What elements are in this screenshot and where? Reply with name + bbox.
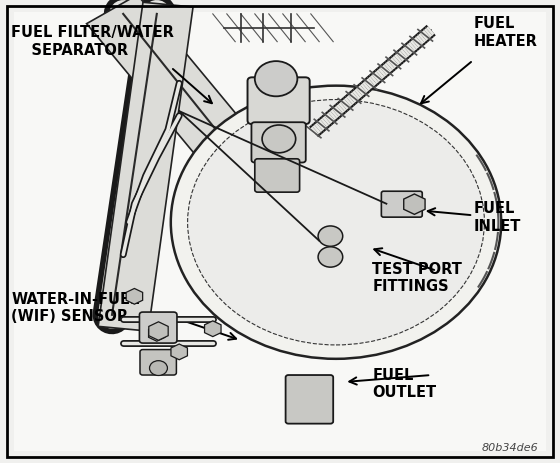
Polygon shape [98, 2, 193, 331]
Circle shape [255, 61, 297, 96]
Text: FUEL FILTER/WATER
    SEPARATOR: FUEL FILTER/WATER SEPARATOR [11, 25, 174, 58]
FancyBboxPatch shape [248, 77, 310, 124]
FancyBboxPatch shape [139, 312, 177, 343]
Text: WATER-IN-FUEL
(WIF) SENSOR: WATER-IN-FUEL (WIF) SENSOR [11, 292, 139, 324]
Circle shape [318, 226, 343, 246]
Text: FUEL
INLET: FUEL INLET [473, 201, 521, 234]
FancyBboxPatch shape [140, 350, 176, 375]
Circle shape [262, 125, 296, 153]
FancyBboxPatch shape [286, 375, 333, 424]
Circle shape [150, 361, 167, 375]
FancyBboxPatch shape [381, 191, 422, 217]
Circle shape [318, 247, 343, 267]
FancyBboxPatch shape [14, 12, 546, 451]
Text: 80b34de6: 80b34de6 [482, 443, 539, 453]
Circle shape [171, 86, 501, 359]
Polygon shape [87, 0, 406, 348]
Text: FUEL
HEATER: FUEL HEATER [473, 16, 537, 49]
Text: FUEL
OUTLET: FUEL OUTLET [372, 368, 437, 400]
Text: TEST PORT
FITTINGS: TEST PORT FITTINGS [372, 262, 462, 294]
FancyBboxPatch shape [255, 159, 300, 192]
FancyBboxPatch shape [251, 122, 306, 163]
Circle shape [188, 100, 484, 345]
